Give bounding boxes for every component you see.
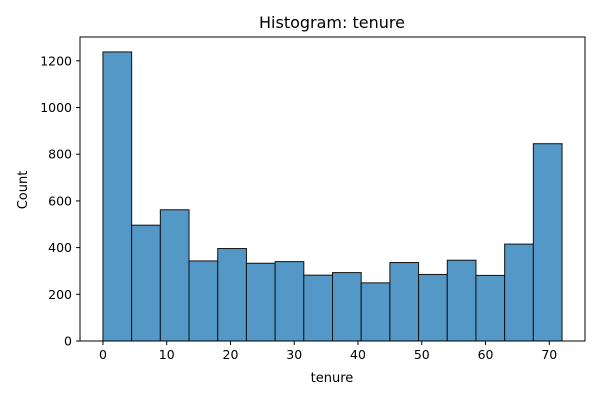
histogram-bar	[332, 272, 362, 342]
bars-layer	[102, 51, 563, 342]
axes-layer: 0 10 20 30 40 50 60 70 0 200 400 600 800 1000 1200	[40, 36, 586, 362]
x-tick-label: 30	[286, 347, 302, 362]
y-tick-label: 1000	[40, 100, 72, 115]
x-tick-label: 70	[541, 347, 557, 362]
y-tick-label: 800	[48, 147, 72, 162]
x-axis-title: tenure	[311, 371, 354, 386]
y-tick-label: 1200	[40, 53, 72, 68]
histogram-bar	[446, 259, 477, 342]
histogram-bar	[303, 274, 334, 342]
y-axis-title: Count	[16, 171, 31, 210]
y-tick-label: 400	[48, 240, 72, 255]
histogram-bar	[389, 262, 420, 342]
x-tick-label: 0	[99, 347, 107, 362]
plot-frame	[79, 36, 586, 342]
y-tick-label: 200	[48, 287, 72, 302]
histogram-bar	[532, 143, 563, 342]
y-tick-label: 600	[48, 193, 72, 208]
histogram-bar	[418, 273, 448, 342]
x-tick-label: 20	[223, 347, 239, 362]
histogram-bar	[504, 243, 534, 342]
histogram-bar	[131, 224, 161, 342]
histogram-bar	[274, 261, 305, 342]
x-tick-label: 50	[414, 347, 430, 362]
chart-title: Histogram: tenure	[259, 13, 405, 32]
y-tick-label: 0	[64, 334, 72, 349]
histogram-bar	[217, 248, 247, 342]
x-tick-label: 10	[159, 347, 175, 362]
x-tick-label: 60	[478, 347, 494, 362]
histogram-bar	[475, 274, 506, 342]
histogram-bar	[245, 262, 276, 342]
x-tick-label: 40	[350, 347, 366, 362]
histogram-bar	[159, 209, 190, 342]
histogram-bar	[102, 51, 133, 342]
histogram-bar	[360, 282, 391, 342]
histogram-bar	[188, 260, 219, 342]
